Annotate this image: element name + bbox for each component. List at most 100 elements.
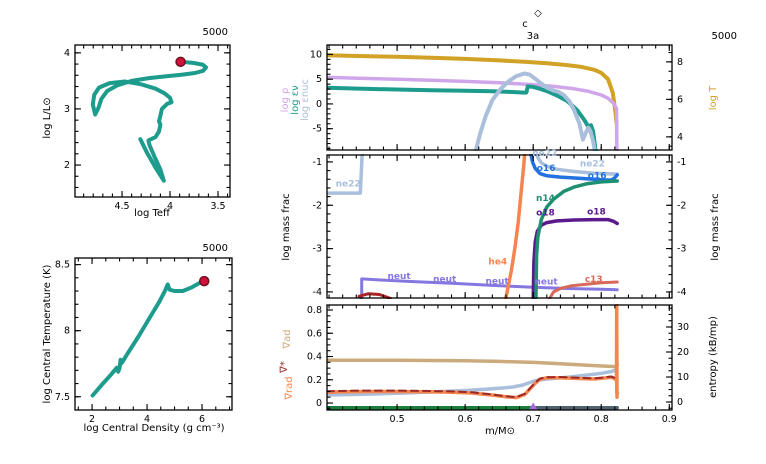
curve-label-n14: n14	[536, 194, 555, 204]
y-tick-label: 0.4	[307, 352, 322, 363]
x-tick-label: 4	[167, 201, 173, 212]
x-tick-label: 3.5	[210, 201, 225, 212]
y-tick-label: 5	[316, 74, 322, 85]
y-tick-label: 2	[64, 160, 70, 171]
x-tick-label: 4.5	[114, 201, 129, 212]
y-tick-label: -2	[313, 200, 322, 211]
panel-abundances: -1 -2 -3 -4 -1 -2 -3 -4 log mass frac log mass fr…	[281, 149, 721, 299]
curve-label-o16: o16	[588, 171, 607, 181]
curve-label-o18: o18	[536, 209, 555, 219]
panel-gradients: 0.5 0.6 0.7 0.8 0.900.20.40.60.80102030m/M⊙∇…	[279, 304, 719, 437]
x-axis-title: log Central Density (g cm⁻³)	[83, 423, 224, 434]
y-tick-label: -3	[677, 244, 686, 255]
y-tick-label: 4	[677, 132, 683, 143]
y-axis-title: ∇*	[279, 361, 290, 374]
x-tick-label: 6	[199, 414, 205, 425]
y-tick-label: 0	[316, 99, 322, 110]
series-he4	[503, 154, 527, 299]
current-model-marker	[175, 56, 186, 68]
y-tick-label: -5	[313, 124, 322, 135]
series-n14	[534, 179, 619, 299]
series-c13	[547, 280, 619, 299]
curve-label-c13: c13	[585, 275, 603, 285]
burn-label-3a: 3a	[527, 31, 540, 42]
y2-axis-title: entropy (kB/mp)	[708, 316, 719, 398]
curve-label-ne22: ne22	[580, 160, 605, 170]
y-axis-title: log εnuc	[300, 79, 311, 121]
y-tick-label: 0.6	[307, 328, 322, 339]
y-tick-label: 0	[677, 397, 683, 408]
x-tick-label: 4	[144, 414, 150, 425]
model-number-tc-rhoc: 5000	[203, 243, 228, 254]
y-tick-label: 0.8	[307, 305, 322, 316]
panel-profiles: -5 0 5 10 4 6 8 log ρ log εν log εnuc log T	[280, 44, 719, 151]
y-tick-label: 3	[64, 104, 70, 115]
y-tick-label: -3	[313, 244, 322, 255]
axes-frame	[326, 304, 673, 411]
y-tick-label: -1	[313, 157, 322, 168]
curve-label-neut: neut	[486, 277, 510, 287]
burn-marker-o: ◇	[534, 8, 542, 19]
y-tick-label: 8	[677, 57, 683, 68]
x-tick-label: 0.6	[458, 414, 473, 425]
curve-label-neut: neut	[433, 275, 457, 285]
panel-tc-rhoc: 2 4 6 7.5 8 8.5 log Central Density (g cm⁻³) lo…	[42, 257, 233, 434]
y-tick-label: -4	[677, 287, 686, 298]
series-grad-rad	[326, 304, 619, 400]
series-o16	[529, 154, 619, 182]
x-tick-label: 2	[89, 414, 95, 425]
y-axis-title: log ρ	[280, 88, 291, 113]
series-log-eps-nuc	[473, 71, 597, 151]
y-tick-label: 4	[64, 48, 70, 59]
x-tick-label: 0.8	[594, 414, 609, 425]
curve-label-neut: neut	[534, 278, 558, 288]
model-number-profiles: 5000	[712, 31, 737, 42]
curve-label-ne22: ne22	[532, 149, 557, 159]
y-axis-title: log Central Temperature (K)	[42, 264, 53, 403]
curve-label-o18: o18	[587, 207, 606, 217]
burn-label-c: c	[522, 19, 528, 30]
x-tick-label: 0.7	[526, 414, 541, 425]
series-log-eps-nu	[326, 84, 598, 151]
series-c13-inner	[357, 292, 392, 299]
axes-frame	[326, 44, 673, 151]
y-axis-title: ∇rad	[284, 376, 295, 400]
y-tick-label: 10	[310, 49, 322, 60]
x-axis-title: m/M⊙	[485, 426, 515, 437]
series-ne22	[326, 154, 364, 195]
curve-label-neut: neut	[388, 272, 412, 282]
y-tick-label: -2	[677, 200, 686, 211]
y-tick-label: 10	[677, 372, 689, 383]
y-tick-label: 30	[677, 322, 689, 333]
y-tick-label: 0	[316, 398, 322, 409]
series-ne22	[534, 154, 619, 176]
axes-frame	[74, 257, 233, 411]
y2-axis-title: log mass frac	[710, 193, 721, 260]
y-tick-label: 8	[64, 326, 70, 337]
series-hr-track	[90, 59, 208, 183]
y-tick-label: 8.5	[55, 260, 70, 271]
mixing-boundary-marker	[529, 402, 538, 410]
x-tick-label: 0.9	[662, 414, 677, 425]
series-tc-rhoc-track	[90, 279, 207, 398]
series-neut	[360, 277, 619, 299]
curve-label-he4: he4	[488, 258, 507, 268]
y-tick-label: -4	[313, 287, 322, 298]
y-axis-title: log L/L⊙	[42, 97, 53, 138]
curve-label-ne22: ne22	[336, 180, 361, 190]
series-o18	[531, 217, 619, 299]
x-axis-title: log Teff	[134, 208, 171, 219]
y-tick-label: 7.5	[55, 392, 70, 403]
y-tick-label: 20	[677, 347, 689, 358]
axes-frame	[326, 154, 673, 299]
model-number-hr: 5000	[203, 27, 228, 38]
y-axis-title: log mass frac	[281, 193, 292, 260]
series-log-T	[326, 53, 619, 125]
x-tick-label: 0.5	[390, 414, 405, 425]
y-tick-label: -1	[677, 157, 686, 168]
y-tick-label: 6	[677, 94, 683, 105]
curve-label-o16: o16	[537, 164, 556, 174]
axes-frame	[74, 44, 231, 198]
